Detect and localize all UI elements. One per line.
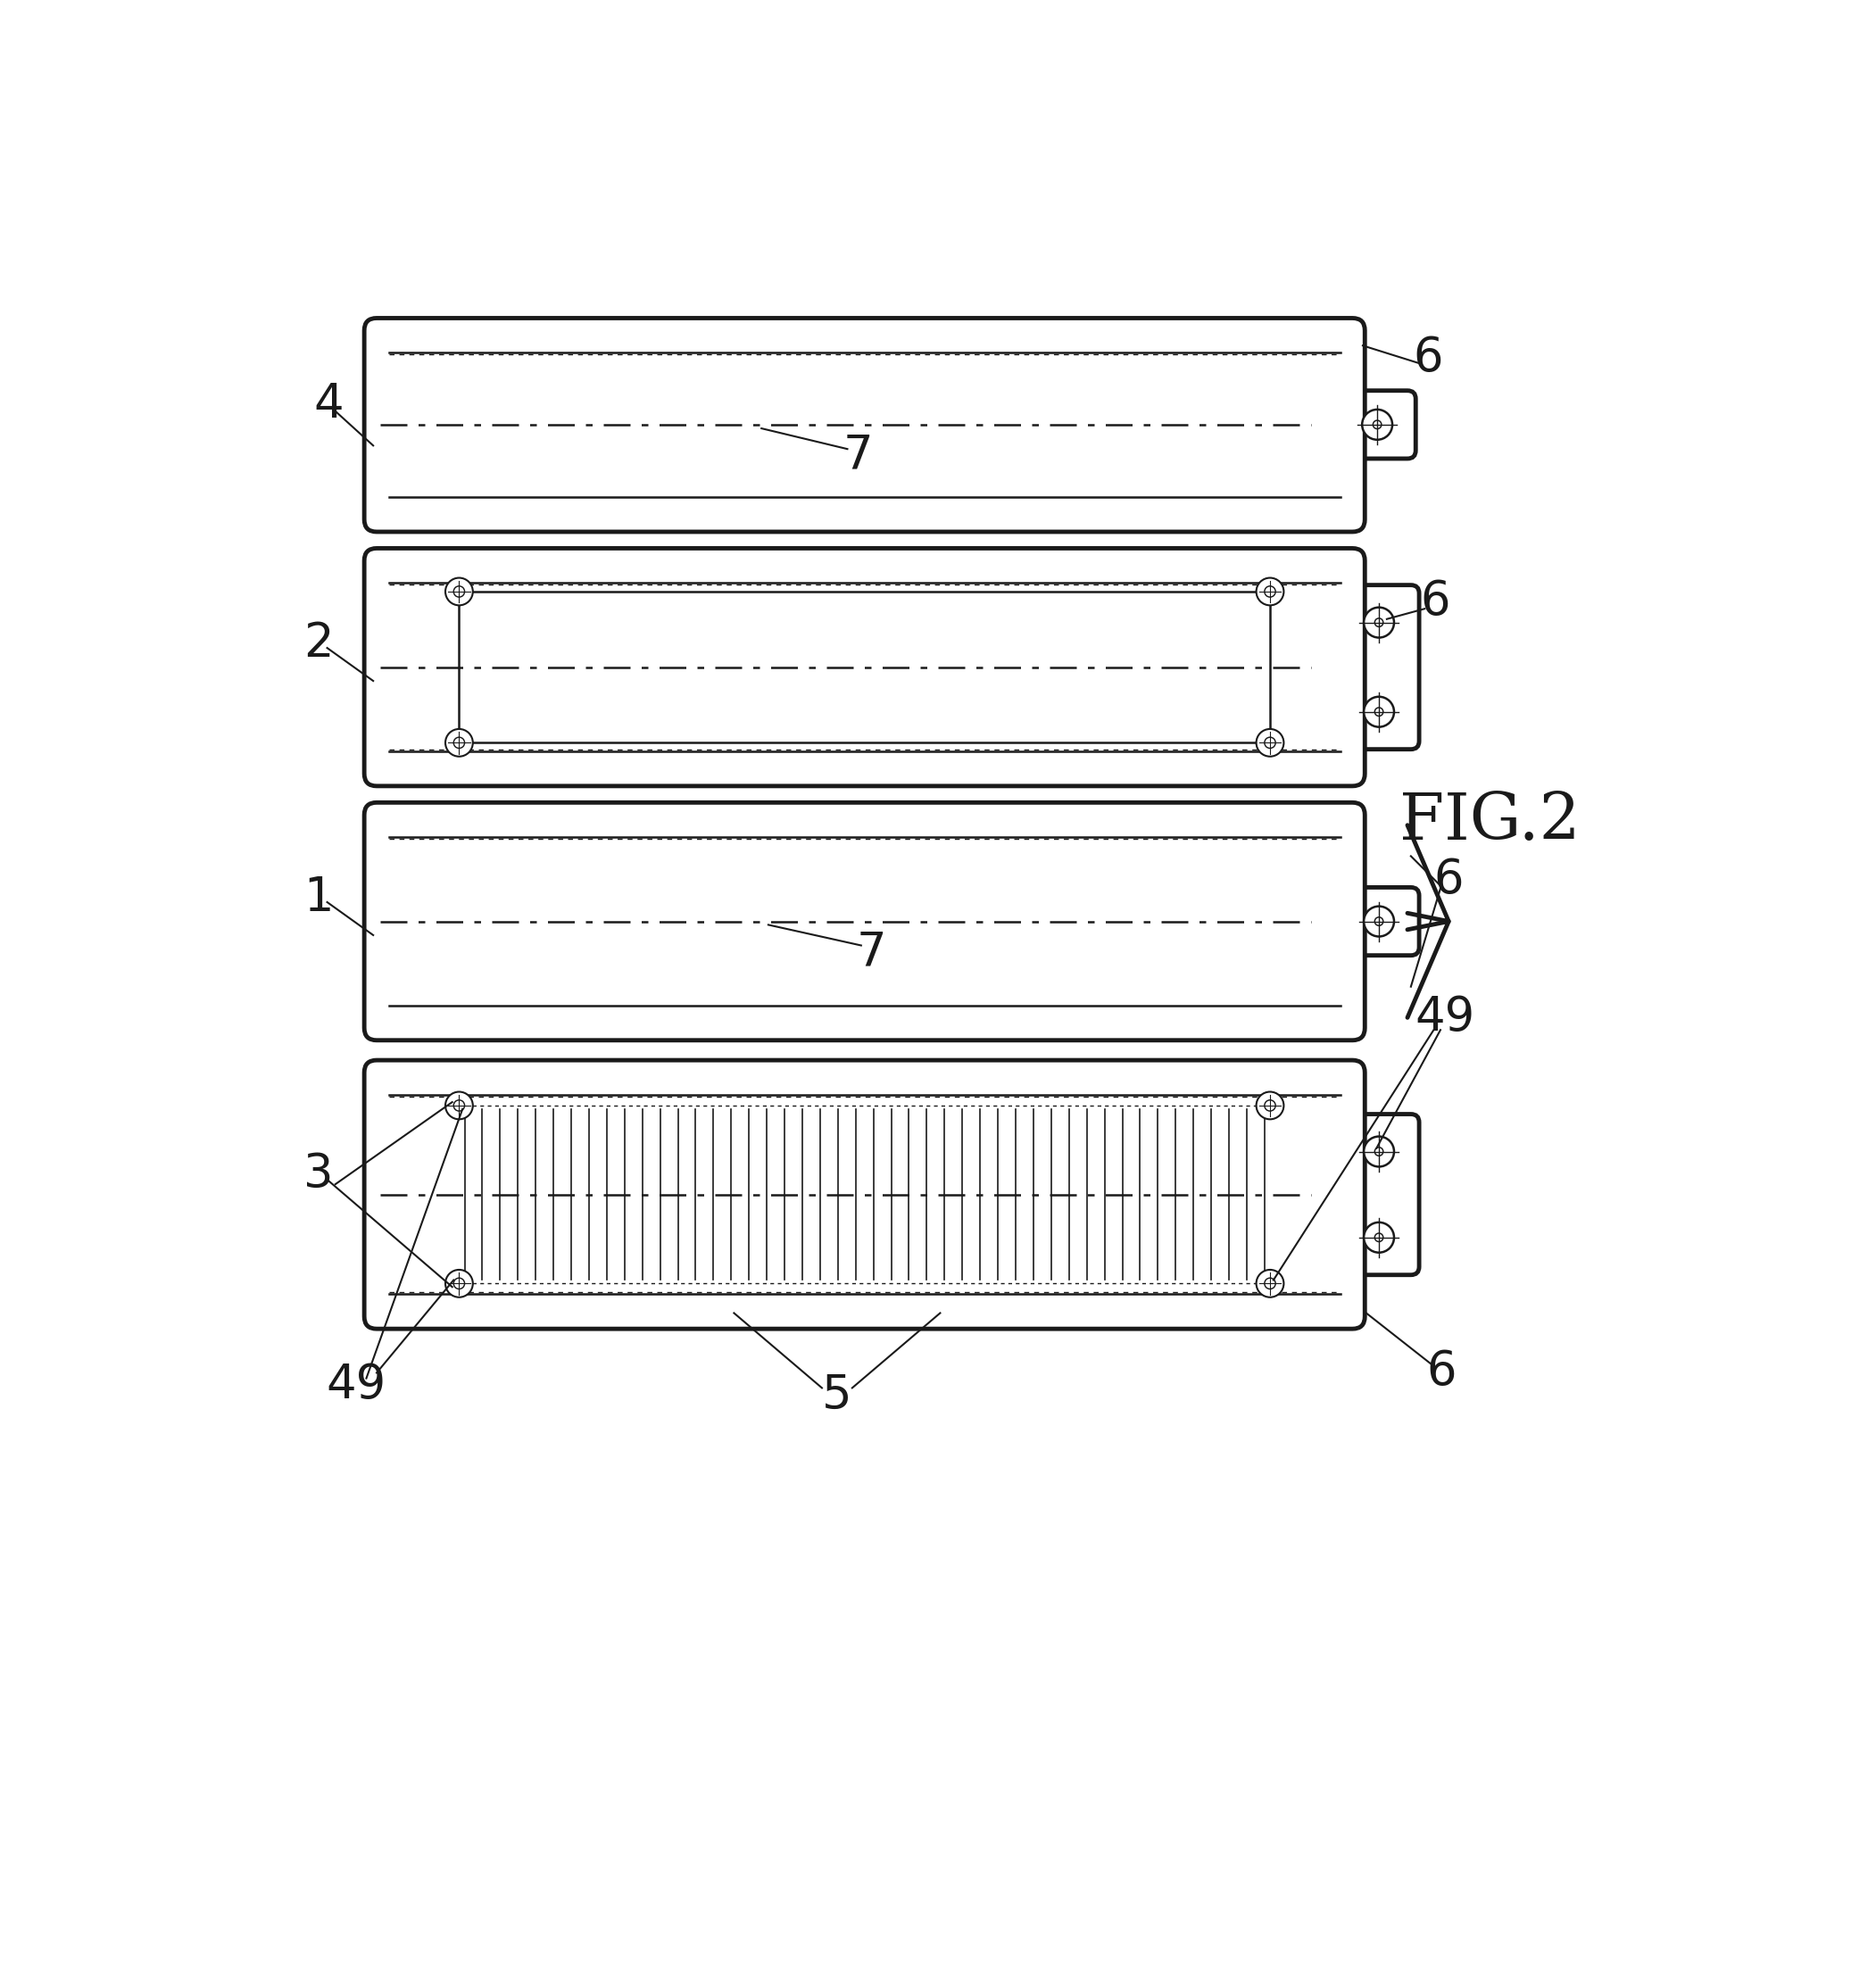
- Circle shape: [1375, 1147, 1383, 1155]
- Text: 49: 49: [1415, 994, 1475, 1040]
- Circle shape: [1364, 697, 1394, 727]
- Circle shape: [1364, 905, 1394, 937]
- Text: 6: 6: [1428, 1349, 1458, 1395]
- Text: 5: 5: [822, 1373, 852, 1418]
- Circle shape: [445, 729, 473, 757]
- Circle shape: [1375, 1234, 1383, 1242]
- FancyBboxPatch shape: [1339, 584, 1418, 749]
- Text: 6: 6: [1413, 335, 1443, 380]
- Circle shape: [1362, 410, 1392, 440]
- Circle shape: [1264, 1278, 1276, 1290]
- Circle shape: [445, 1270, 473, 1298]
- Circle shape: [1364, 1137, 1394, 1167]
- Circle shape: [1264, 737, 1276, 749]
- Circle shape: [1364, 608, 1394, 638]
- Circle shape: [1364, 1222, 1394, 1252]
- Text: 7: 7: [857, 929, 887, 975]
- Text: 6: 6: [1433, 858, 1463, 903]
- Text: FIG.2: FIG.2: [1399, 790, 1580, 854]
- Circle shape: [454, 586, 465, 596]
- Circle shape: [1373, 420, 1381, 428]
- Text: 4: 4: [313, 380, 343, 428]
- Circle shape: [1375, 618, 1383, 626]
- Circle shape: [454, 1099, 465, 1111]
- FancyBboxPatch shape: [364, 802, 1366, 1040]
- Text: 3: 3: [304, 1151, 334, 1197]
- Text: 6: 6: [1420, 578, 1450, 626]
- Circle shape: [1257, 1092, 1283, 1119]
- Circle shape: [1264, 1099, 1276, 1111]
- Circle shape: [1257, 729, 1283, 757]
- Circle shape: [445, 578, 473, 606]
- FancyBboxPatch shape: [364, 549, 1366, 786]
- FancyBboxPatch shape: [1339, 1113, 1418, 1276]
- FancyBboxPatch shape: [1339, 887, 1418, 955]
- Circle shape: [454, 1278, 465, 1290]
- Circle shape: [1375, 917, 1383, 925]
- FancyBboxPatch shape: [364, 1060, 1366, 1329]
- Text: 1: 1: [304, 874, 334, 921]
- Text: 2: 2: [304, 620, 334, 666]
- Circle shape: [1264, 586, 1276, 596]
- Circle shape: [1257, 1270, 1283, 1298]
- Circle shape: [1257, 578, 1283, 606]
- FancyBboxPatch shape: [1339, 390, 1416, 460]
- Circle shape: [1375, 707, 1383, 715]
- Text: 49: 49: [326, 1363, 386, 1408]
- FancyBboxPatch shape: [364, 319, 1366, 531]
- Circle shape: [454, 737, 465, 749]
- Circle shape: [445, 1092, 473, 1119]
- Text: 7: 7: [842, 432, 872, 479]
